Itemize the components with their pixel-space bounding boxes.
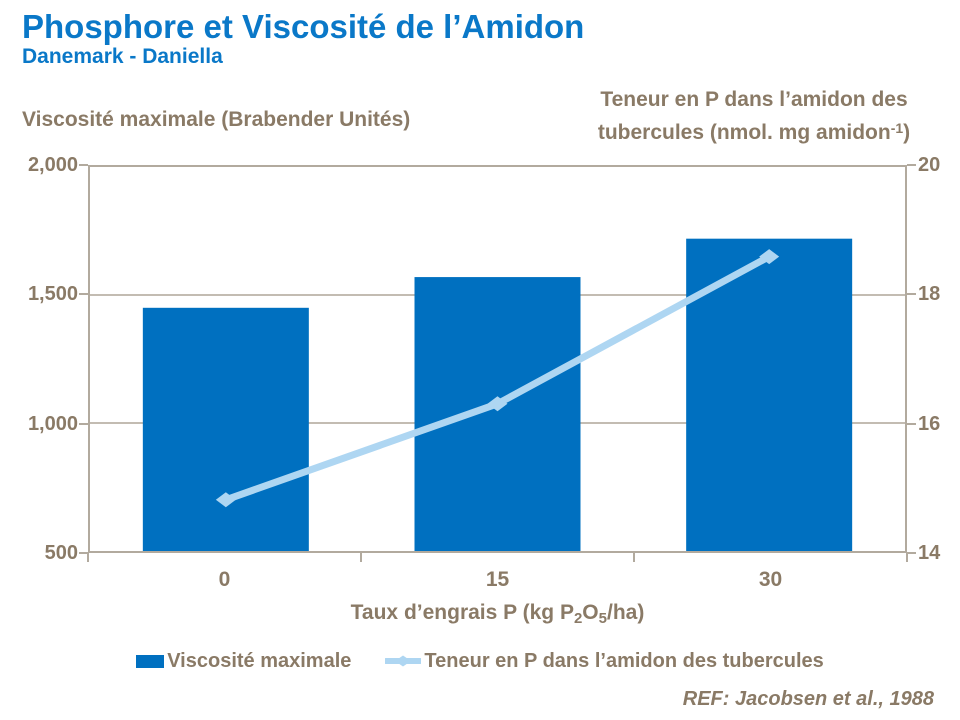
y-axis-tick-right: [907, 164, 916, 166]
x-axis-tick: [360, 553, 362, 562]
line-diamond-marker: [759, 249, 780, 265]
line-marker-swatch-icon: [385, 655, 422, 667]
y-axis-right-tick-label: 20: [918, 154, 941, 176]
chart-legend: Viscosité maximale Teneur en P dans l’am…: [0, 648, 960, 674]
x-axis-tick-label: 0: [218, 568, 231, 591]
chart-plot-area: [88, 165, 907, 553]
superscript-exponent: -1: [890, 120, 904, 136]
y-axis-left-tick-label: 500: [44, 542, 78, 564]
y-axis-left-tick-label: 1,000: [27, 412, 78, 435]
subscript-5: 5: [598, 610, 607, 627]
legend-label-p-content: Teneur en P dans l’amidon des tubercules: [424, 649, 824, 672]
x-axis-tick: [633, 553, 635, 562]
y-axis-tick-right: [907, 293, 916, 296]
y-axis-tick-left: [79, 164, 88, 166]
right-axis-title-line1: Teneur en P dans l’amidon des: [600, 88, 908, 111]
x-axis-tick: [906, 553, 908, 562]
legend-item-p-content: Teneur en P dans l’amidon des tubercules: [385, 649, 824, 673]
chart-canvas: [90, 238, 905, 551]
subscript-2: 2: [573, 610, 583, 627]
x-axis-title: Taux d’engrais P (kg P2O5/ha): [350, 601, 645, 627]
reference-text: REF: Jacobsen et al., 1988: [682, 688, 934, 710]
viscosity-bar: [414, 277, 581, 551]
x-axis-tick: [87, 553, 89, 562]
y-axis-right-tick-label: 14: [918, 542, 941, 564]
y-axis-tick-left: [79, 293, 88, 296]
y-axis-tick-right: [907, 552, 916, 554]
y-axis-right-tick-label: 16: [918, 412, 941, 435]
viscosity-bar: [686, 238, 853, 551]
y-axis-left-tick-label: 2,000: [27, 154, 78, 176]
x-axis-tick-label: 15: [485, 568, 510, 591]
viscosity-bar: [142, 307, 309, 551]
x-axis-tick-label: 30: [758, 568, 783, 591]
right-axis-title-line2: tubercules (nmol. mg amidon-1): [597, 120, 911, 144]
line-diamond-marker: [487, 396, 508, 412]
legend-label-viscosity: Viscosité maximale: [167, 649, 352, 672]
y-axis-tick-left: [79, 552, 88, 554]
y-axis-tick-right: [907, 422, 916, 425]
y-axis-left-tick-label: 1,500: [27, 283, 78, 306]
page-subtitle: Danemark - Daniella: [22, 45, 223, 68]
line-diamond-marker: [215, 492, 236, 508]
y-axis-tick-left: [79, 422, 88, 425]
bar-swatch-icon: [136, 654, 165, 668]
left-axis-title: Viscosité maximale (Brabender Unités): [22, 108, 411, 131]
y-axis-right-tick-label: 18: [918, 283, 941, 306]
right-axis-title: Teneur en P dans l’amidon des tubercules…: [554, 86, 954, 147]
page-title: Phosphore et Viscosité de l’Amidon: [22, 8, 585, 45]
legend-item-viscosity: Viscosité maximale: [136, 650, 351, 673]
